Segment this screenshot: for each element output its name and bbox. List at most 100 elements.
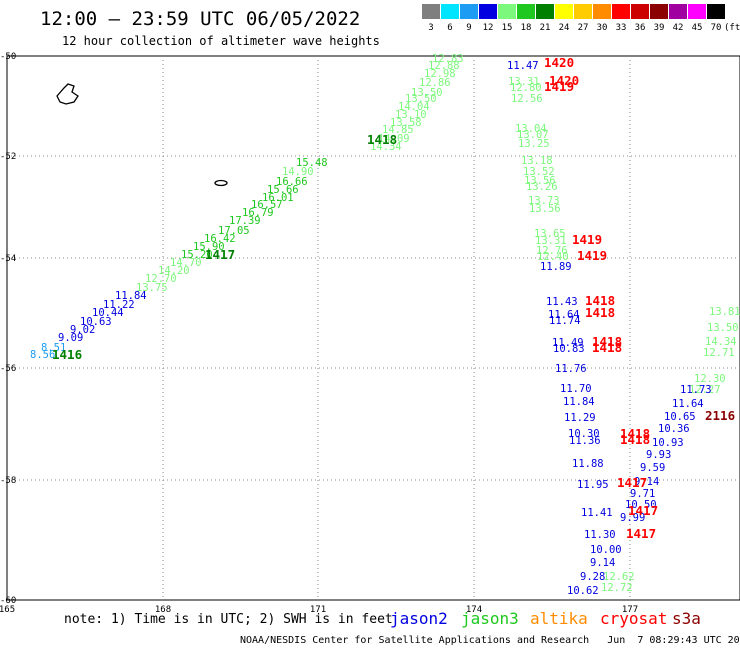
pass-time-label: 1418 xyxy=(367,132,397,147)
pass-time-label: 1420 xyxy=(549,73,579,88)
scale-label: 9 xyxy=(466,23,472,33)
wave-height-label: 10.65 xyxy=(664,411,696,423)
scale-swatch xyxy=(688,4,706,19)
wave-height-label: 12.56 xyxy=(511,93,543,105)
wave-height-label: 13.50 xyxy=(411,87,443,99)
pass-time-label: 1419 xyxy=(577,248,607,263)
wave-height-label: 11.22 xyxy=(103,299,135,311)
latitude-tick-label: -54 xyxy=(0,254,16,264)
wave-height-label: 16.42 xyxy=(204,233,236,245)
scale-swatch xyxy=(441,4,459,19)
pass-time-label: 1418 xyxy=(592,334,622,349)
wave-height-label: 9.14 xyxy=(590,557,615,569)
latitude-tick-label: -52 xyxy=(0,152,16,162)
wave-height-label: 12.88 xyxy=(428,60,460,72)
wave-height-label: 11.76 xyxy=(555,363,587,375)
wave-height-label: 11.89 xyxy=(540,261,572,273)
latitude-tick-label: -60 xyxy=(0,596,16,606)
wave-height-label: 10.50 xyxy=(625,499,657,511)
scale-label: 30 xyxy=(596,23,608,33)
wave-height-label: 11.95 xyxy=(577,479,609,491)
latitude-tick-label: -50 xyxy=(0,52,16,62)
legend-jason2: jason2 xyxy=(390,609,448,628)
pass-time-label: 1416 xyxy=(52,347,82,362)
pass-time-label: 2116 xyxy=(705,408,735,423)
legend-jason3: jason3 xyxy=(461,609,519,628)
wave-height-label: 12.98 xyxy=(424,68,456,80)
wave-height-label: 13.10 xyxy=(395,109,427,121)
wave-height-label: 13.56 xyxy=(524,175,556,187)
wave-height-label: 11.84 xyxy=(563,396,595,408)
longitude-tick-label: 165 xyxy=(0,605,15,615)
pass-time-label: 1418 xyxy=(620,426,650,441)
scale-swatch xyxy=(669,4,687,19)
wave-height-label: 12.27 xyxy=(689,384,721,396)
wave-height-label: 9.14 xyxy=(634,476,659,488)
legend-cryosat: cryosat xyxy=(600,609,668,628)
wave-height-label: 11.43 xyxy=(546,296,578,308)
wave-height-label: 16.01 xyxy=(262,192,294,204)
pass-time-label: 1418 xyxy=(592,340,622,355)
legend-altika: altika xyxy=(530,609,588,628)
scale-label: 36 xyxy=(634,23,646,33)
pass-time-label: 1418 xyxy=(620,432,650,447)
wave-height-label: 11.49 xyxy=(552,337,584,349)
longitude-tick-label: 177 xyxy=(622,605,638,615)
wave-height-label: 13.81 xyxy=(709,306,740,318)
wave-height-label: 12.86 xyxy=(419,77,451,89)
wave-height-label: 13.07 xyxy=(517,129,549,141)
wave-height-label: 14.90 xyxy=(282,166,314,178)
wave-height-label: 13.25 xyxy=(518,138,550,150)
scale-label: 12 xyxy=(482,23,494,33)
wave-height-label: 11.47 xyxy=(507,60,539,72)
wave-height-label: 13.52 xyxy=(523,166,555,178)
wave-height-label: 12.83 xyxy=(432,53,464,65)
wave-height-label: 9.02 xyxy=(70,324,95,336)
pass-time-label: 1419 xyxy=(544,79,574,94)
wave-height-label: 10.63 xyxy=(80,316,112,328)
scale-swatch xyxy=(422,4,440,19)
wave-height-label: 17.39 xyxy=(229,215,261,227)
scale-swatch xyxy=(631,4,649,19)
wave-height-label: 14.85 xyxy=(382,124,414,136)
wave-height-label: 11.36 xyxy=(569,435,601,447)
pass-time-label: 1417 xyxy=(628,503,658,518)
pass-time-label: 1417 xyxy=(617,475,647,490)
latitude-tick-label: -58 xyxy=(0,476,16,486)
scale-swatch xyxy=(650,4,668,19)
wave-height-label: 10.36 xyxy=(658,423,690,435)
wave-height-label: 14.70 xyxy=(170,257,202,269)
scale-swatch xyxy=(479,4,497,19)
pass-time-label: 1417 xyxy=(205,247,235,262)
wave-height-label: 10.83 xyxy=(553,343,585,355)
wave-height-label: 11.84 xyxy=(115,290,147,302)
scale-swatch xyxy=(612,4,630,19)
credit-line: NOAA/NESDIS Center for Satellite Applica… xyxy=(240,635,740,646)
wave-height-label: 9.99 xyxy=(620,512,645,524)
wave-height-label: 11.64 xyxy=(672,398,704,410)
scale-swatch xyxy=(593,4,611,19)
scale-swatch xyxy=(707,4,725,19)
wave-height-label: 13.73 xyxy=(528,195,560,207)
wave-height-label: 9.59 xyxy=(640,462,665,474)
wave-height-label: 13.31 xyxy=(535,235,567,247)
pass-time-label: 1417 xyxy=(626,526,656,541)
wave-height-label: 16.66 xyxy=(276,176,308,188)
scale-swatch xyxy=(555,4,573,19)
wave-height-label: 14.34 xyxy=(705,336,737,348)
scale-label: 42 xyxy=(672,23,684,33)
island-outline xyxy=(214,179,228,187)
wave-height-label: 10.93 xyxy=(652,437,684,449)
scale-label: 6 xyxy=(447,23,453,33)
scale-swatch xyxy=(498,4,516,19)
scale-swatch xyxy=(574,4,592,19)
pass-time-label: 1420 xyxy=(544,55,574,70)
wave-height-label: 12.71 xyxy=(703,347,735,359)
wave-height-label: 12.76 xyxy=(536,245,568,257)
map-frame xyxy=(6,55,740,601)
scale-label: 45 xyxy=(691,23,703,33)
wave-height-label: 10.00 xyxy=(590,544,622,556)
wave-height-label: 12.40 xyxy=(537,251,569,263)
scale-label: 3 xyxy=(428,23,434,33)
